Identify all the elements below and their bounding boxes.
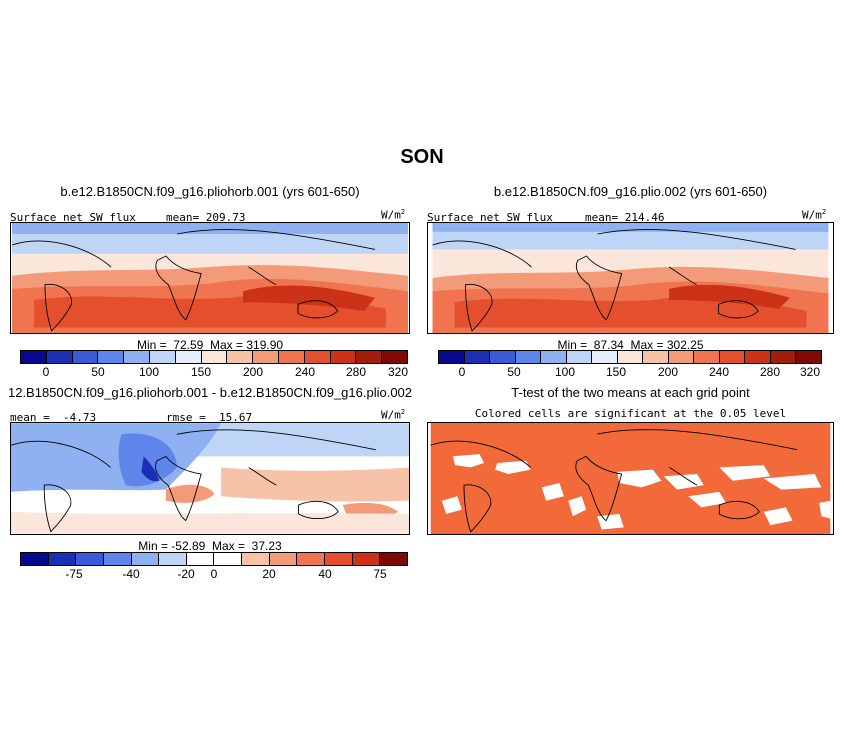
panel3-tick: -75 [65,567,83,581]
panel1-tick: 280 [345,365,367,379]
panel2-tick: 150 [605,365,627,379]
panel1-coastlines [11,229,376,332]
panel4-insignificant-cells [441,454,831,530]
panel3-minmax: Min = -52.89 Max = 37.23 [138,539,282,553]
panel4-coastlines [430,429,798,533]
panel2-left-label: Surface net SW flux [427,211,553,224]
panel1-tick: 0 [42,365,50,379]
panel1-mean-label: mean= 209.73 [166,211,246,224]
panel2-tick: 280 [759,365,781,379]
panel1-title: b.e12.B1850CN.f09_g16.pliohorb.001 (yrs … [60,184,360,199]
panel1-tick: 150 [190,365,212,379]
panel3-tick: -20 [177,567,195,581]
panel1-colorbar [20,350,408,364]
panel1-map [10,222,410,334]
panel3-mean-label: mean = -4.73 [10,411,97,424]
panel1-left-label: Surface net SW flux [10,211,136,224]
panel3-coastlines [11,429,376,533]
panel2-tick: 200 [657,365,679,379]
panel3-tick: 0 [210,567,218,581]
panel2-tick: 240 [708,365,730,379]
panel2-colorbar [438,350,822,364]
panel1-tick: 240 [294,365,316,379]
panel3-tick: -40 [122,567,140,581]
figure-title: SON [400,146,444,168]
panel2-mean-label: mean= 214.46 [585,211,665,224]
panel2-minmax: Min = 87.34 Max = 302.25 [557,338,704,352]
panel2-coastlines [432,229,796,332]
panel4-map [427,422,834,535]
panel3-title: 12.B1850CN.f09_g16.pliohorb.001 - b.e12.… [7,385,413,400]
panel2-colorbar-ticks: 0 50 100 150 200 240 280 320 [438,365,822,381]
panel2-tick: 0 [458,365,466,379]
panel3-map [10,422,410,535]
panel3-units: W/m2 [381,408,406,422]
panel1-tick: 100 [138,365,160,379]
panel1-minmax: Min = 72.59 Max = 319.90 [136,338,284,352]
panel3-rmse-label: rmse = 15.67 [166,411,253,424]
panel2-units: W/m2 [802,208,827,222]
panel1-units: W/m2 [381,208,406,222]
panel1-tick: 320 [387,365,409,379]
panel2-title: b.e12.B1850CN.f09_g16.plio.002 (yrs 601-… [493,184,768,199]
panel3-tick: 40 [318,567,332,581]
panel4-subtitle: Colored cells are significant at the 0.0… [474,407,787,420]
panel2-map [427,222,834,334]
panel3-colorbar-ticks: -75 -40 -20 0 20 40 75 [20,567,408,583]
panel1-tick: 50 [91,365,105,379]
panel3-tick: 75 [373,567,387,581]
panel3-colorbar [20,552,408,566]
panel3-tick: 20 [262,567,276,581]
panel4-title: T-test of the two means at each grid poi… [511,385,750,400]
panel1-colorbar-ticks: 0 50 100 150 200 240 280 320 [20,365,408,381]
panel2-tick: 320 [799,365,821,379]
panel1-tick: 200 [242,365,264,379]
panel2-tick: 50 [507,365,521,379]
panel2-tick: 100 [554,365,576,379]
